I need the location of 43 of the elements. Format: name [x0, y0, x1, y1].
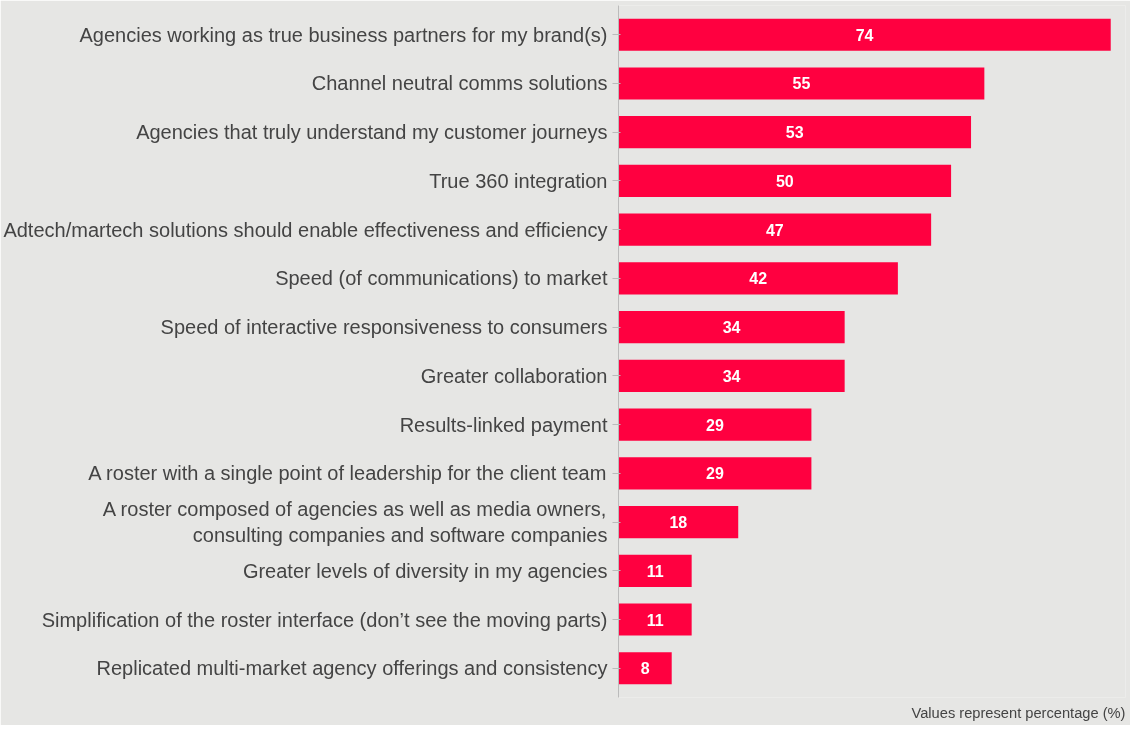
- y-tick-label: Agencies that truly understand my customer journeys: [136, 121, 608, 144]
- y-tick-label: A roster composed of agencies as well as media owners, consulting companies and software companies: [102, 497, 608, 547]
- bar: [618, 652, 672, 685]
- y-tick-label: Channel neutral comms solutions: [311, 72, 608, 95]
- data-label: 34: [722, 367, 741, 385]
- data-label: 53: [785, 124, 804, 142]
- data-label: 29: [706, 465, 724, 483]
- data-label: 29: [706, 416, 724, 434]
- y-tick-label: Results-linked payment: [399, 413, 608, 436]
- bar: [618, 67, 985, 100]
- data-label: 74: [855, 26, 874, 44]
- y-tick-label: Replicated multi-market agency offerings and consistency: [96, 657, 608, 680]
- bar: [618, 603, 692, 636]
- bar: [618, 18, 1111, 51]
- y-tick-label: Speed (of communications) to market: [275, 267, 608, 290]
- bar: [618, 262, 898, 295]
- y-tick-label: Greater collaboration: [420, 364, 608, 387]
- data-label: 50: [775, 172, 794, 190]
- data-label: 11: [646, 562, 664, 580]
- bar: [618, 408, 812, 441]
- data-label: 55: [792, 75, 811, 93]
- bar: [618, 213, 932, 246]
- data-label: 11: [646, 611, 664, 629]
- data-label: 42: [749, 270, 768, 288]
- data-label: 34: [722, 319, 741, 337]
- bar: [618, 164, 952, 198]
- bar: [618, 505, 739, 539]
- y-tick-label: Simplification of the roster interface (don’t see the moving parts): [41, 608, 608, 631]
- data-label: 47: [765, 221, 784, 239]
- bar: [618, 457, 812, 490]
- y-tick-label: A roster with a single point of leadership for the client team: [88, 462, 607, 485]
- bar: [618, 116, 972, 149]
- data-label: 8: [640, 660, 650, 678]
- y-tick-label: Speed of interactive responsiveness to consumers: [160, 316, 608, 339]
- bar: [618, 359, 845, 392]
- y-tick-label: True 360 integration: [429, 169, 608, 192]
- bar: [618, 311, 845, 344]
- data-label: 18: [669, 514, 688, 532]
- bar: [618, 554, 692, 587]
- y-tick-label: Greater levels of diversity in my agencies: [242, 559, 608, 582]
- text: Values represent percentage (%): [911, 704, 1126, 721]
- y-tick-label: Agencies working as true business partners for my brand(s): [79, 23, 608, 46]
- y-tick-label: Adtech/martech solutions should enable effectiveness and efficiency: [3, 218, 608, 241]
